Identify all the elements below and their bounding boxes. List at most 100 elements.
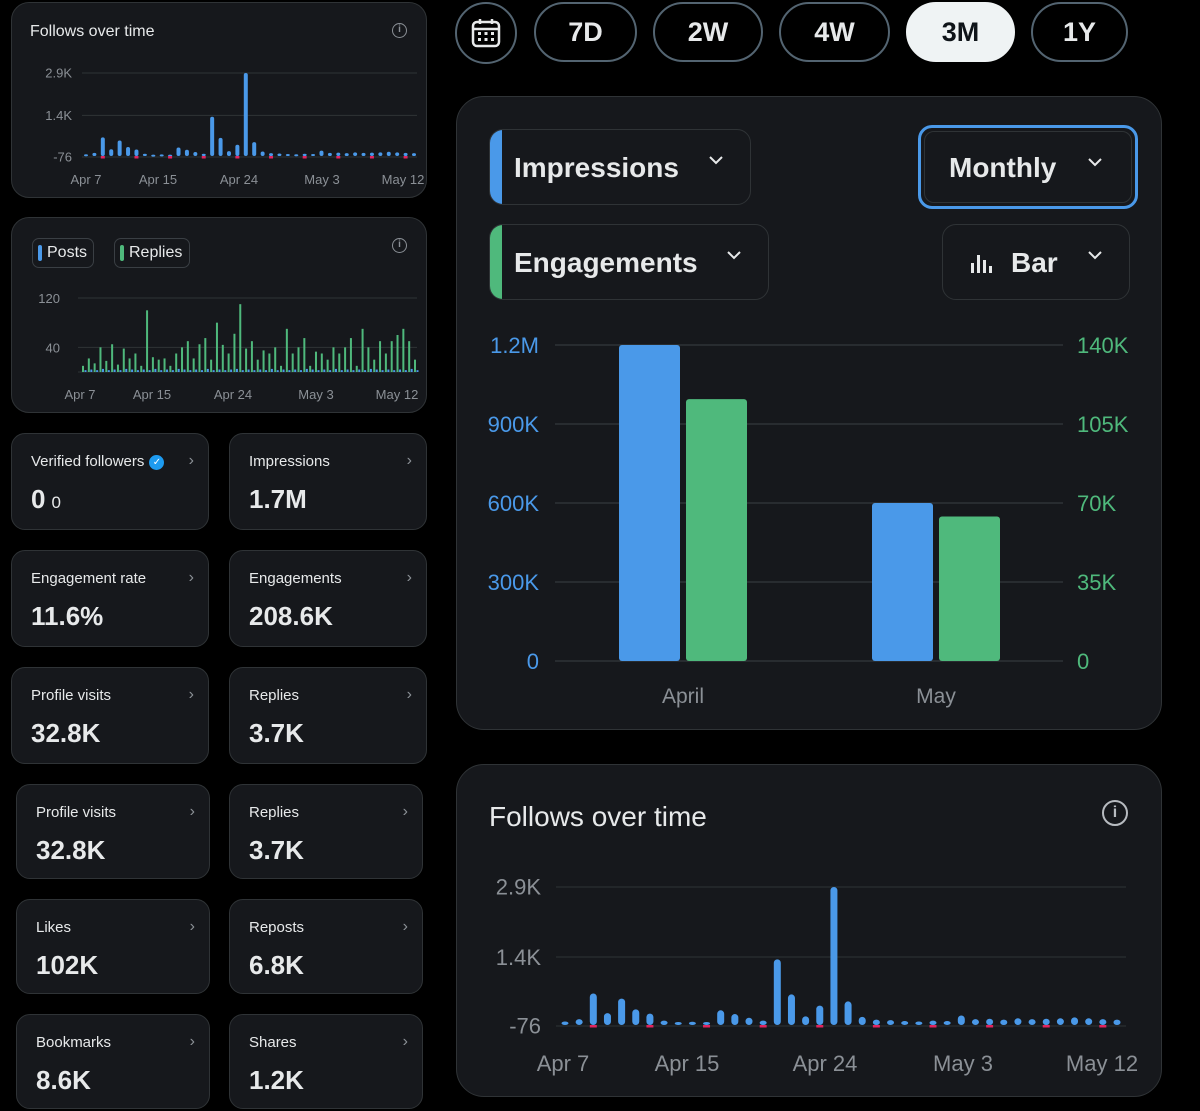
range-1y-button[interactable]: 1Y [1031,2,1128,62]
x-axis-tick: Apr 7 [70,172,101,187]
range-4w-button[interactable]: 4W [779,2,890,62]
post-bar [125,368,128,372]
stat-tile[interactable]: Likes 102K › [16,899,210,994]
post-bar [265,370,268,372]
stat-tile[interactable]: Replies 3.7K › [229,784,423,879]
y-axis-tick: 2.9K [496,875,542,900]
stat-tile[interactable]: Profile visits 32.8K › [16,784,210,879]
unfollow-mark [1099,1025,1107,1028]
chevron-down-icon [1088,251,1102,260]
x-axis-tick: May 3 [933,1051,993,1076]
unfollow-mark [100,156,105,159]
stat-label: Shares [249,1034,297,1051]
reply-bar [221,344,224,372]
chart-type-dropdown[interactable]: Bar [942,224,1130,300]
right-axis-tick: 70K [1077,491,1116,516]
follows-bar [327,152,332,156]
follows-bar [1071,1017,1079,1025]
metric2-dropdown[interactable]: Engagements [489,224,769,300]
post-bar [288,370,291,372]
stat-tile[interactable]: Engagements 208.6K › [229,550,427,647]
reply-bar [332,347,335,372]
stat-tile[interactable]: Replies 3.7K › [229,667,427,764]
x-axis-tick: May 12 [382,172,425,187]
left-axis-tick: 600K [488,491,540,516]
follows-bar [378,152,383,156]
posts-replies-card: Posts Replies i 120 40 Apr 7 Apr 15 Apr 24 Ma… [11,217,427,413]
legend-replies[interactable]: Replies [114,238,190,268]
x-axis-tick: Apr 7 [64,387,95,402]
stat-tile[interactable]: Bookmarks 8.6K › [16,1014,210,1109]
follows-bar [151,154,156,157]
reply-bar [349,338,352,372]
stat-value: 3.7K [249,835,304,865]
stat-label: Verified followers ✓ [31,453,165,470]
stat-value: 208.6K [249,601,333,631]
x-axis-tick: Apr 24 [793,1051,858,1076]
bar-chart-icon [971,255,992,273]
post-bar [131,369,134,372]
calendar-button[interactable] [455,2,517,64]
stat-tile[interactable]: Verified followers ✓ 0 0 › [11,433,209,530]
follows-bar [703,1021,711,1025]
reply-bar [128,358,131,372]
chevron-right-icon: › [402,803,408,820]
period-dropdown[interactable]: Monthly [918,125,1138,209]
follows-bar [872,1019,880,1025]
x-axis-tick: Apr 15 [655,1051,720,1076]
stat-tile[interactable]: Engagement rate 11.6% › [11,550,209,647]
post-bar [358,369,361,372]
y-axis-tick: -76 [509,1014,541,1039]
info-icon[interactable]: i [1102,800,1128,826]
reply-bar [146,310,149,372]
stat-tile[interactable]: Shares 1.2K › [229,1014,423,1109]
follows-bar [618,998,626,1025]
metric1-dropdown[interactable]: Impressions [489,129,751,205]
reply-bar [291,353,294,372]
reply-bar [297,347,300,372]
follows-bar [412,153,416,156]
legend-posts[interactable]: Posts [32,238,94,268]
range-7d-button[interactable]: 7D [534,2,637,62]
follows-bar [252,142,257,156]
x-axis-tick: May 3 [298,387,333,402]
unfollow-mark [1042,1025,1050,1028]
info-icon[interactable]: i [392,238,407,253]
left-axis-tick: 0 [527,649,539,674]
follows-bar [971,1019,979,1025]
follows-bar [674,1021,682,1025]
reply-bar [227,353,230,372]
reply-bar [93,363,96,372]
reply-bar [414,359,416,372]
reply-bar [151,357,154,372]
chevron-right-icon: › [189,918,195,935]
stat-tile[interactable]: Profile visits 32.8K › [11,667,209,764]
stat-tile[interactable]: Impressions 1.7M › [229,433,427,530]
follows-bar [235,144,240,156]
unfollow-mark [201,156,206,159]
unfollow-mark [336,156,341,159]
stat-tile[interactable]: Reposts 6.8K › [229,899,423,994]
reply-bar [210,359,213,372]
unfollow-mark [589,1025,597,1028]
reply-bar [408,341,411,372]
chevron-down-icon [1088,158,1102,167]
reply-bar [326,359,329,372]
x-axis-label: May [916,685,956,708]
info-icon[interactable]: i [392,23,407,38]
post-bar [276,370,279,372]
range-3m-button[interactable]: 3M [906,2,1015,62]
reply-bar [169,365,172,372]
bar-engagements [939,516,1000,661]
range-2w-button[interactable]: 2W [653,2,763,62]
follows-bar [986,1018,994,1025]
follows-bar [100,137,105,156]
reply-bar [99,347,102,372]
unfollow-mark [703,1025,711,1028]
reply-bar [233,333,236,372]
reply-bar [384,353,387,372]
follows-bar [887,1020,895,1025]
follows-bar [117,140,122,156]
posts-replies-chart: 120 40 Apr 7 Apr 15 Apr 24 May 3 May 12 [38,291,419,402]
y-axis-tick: 120 [38,291,60,306]
